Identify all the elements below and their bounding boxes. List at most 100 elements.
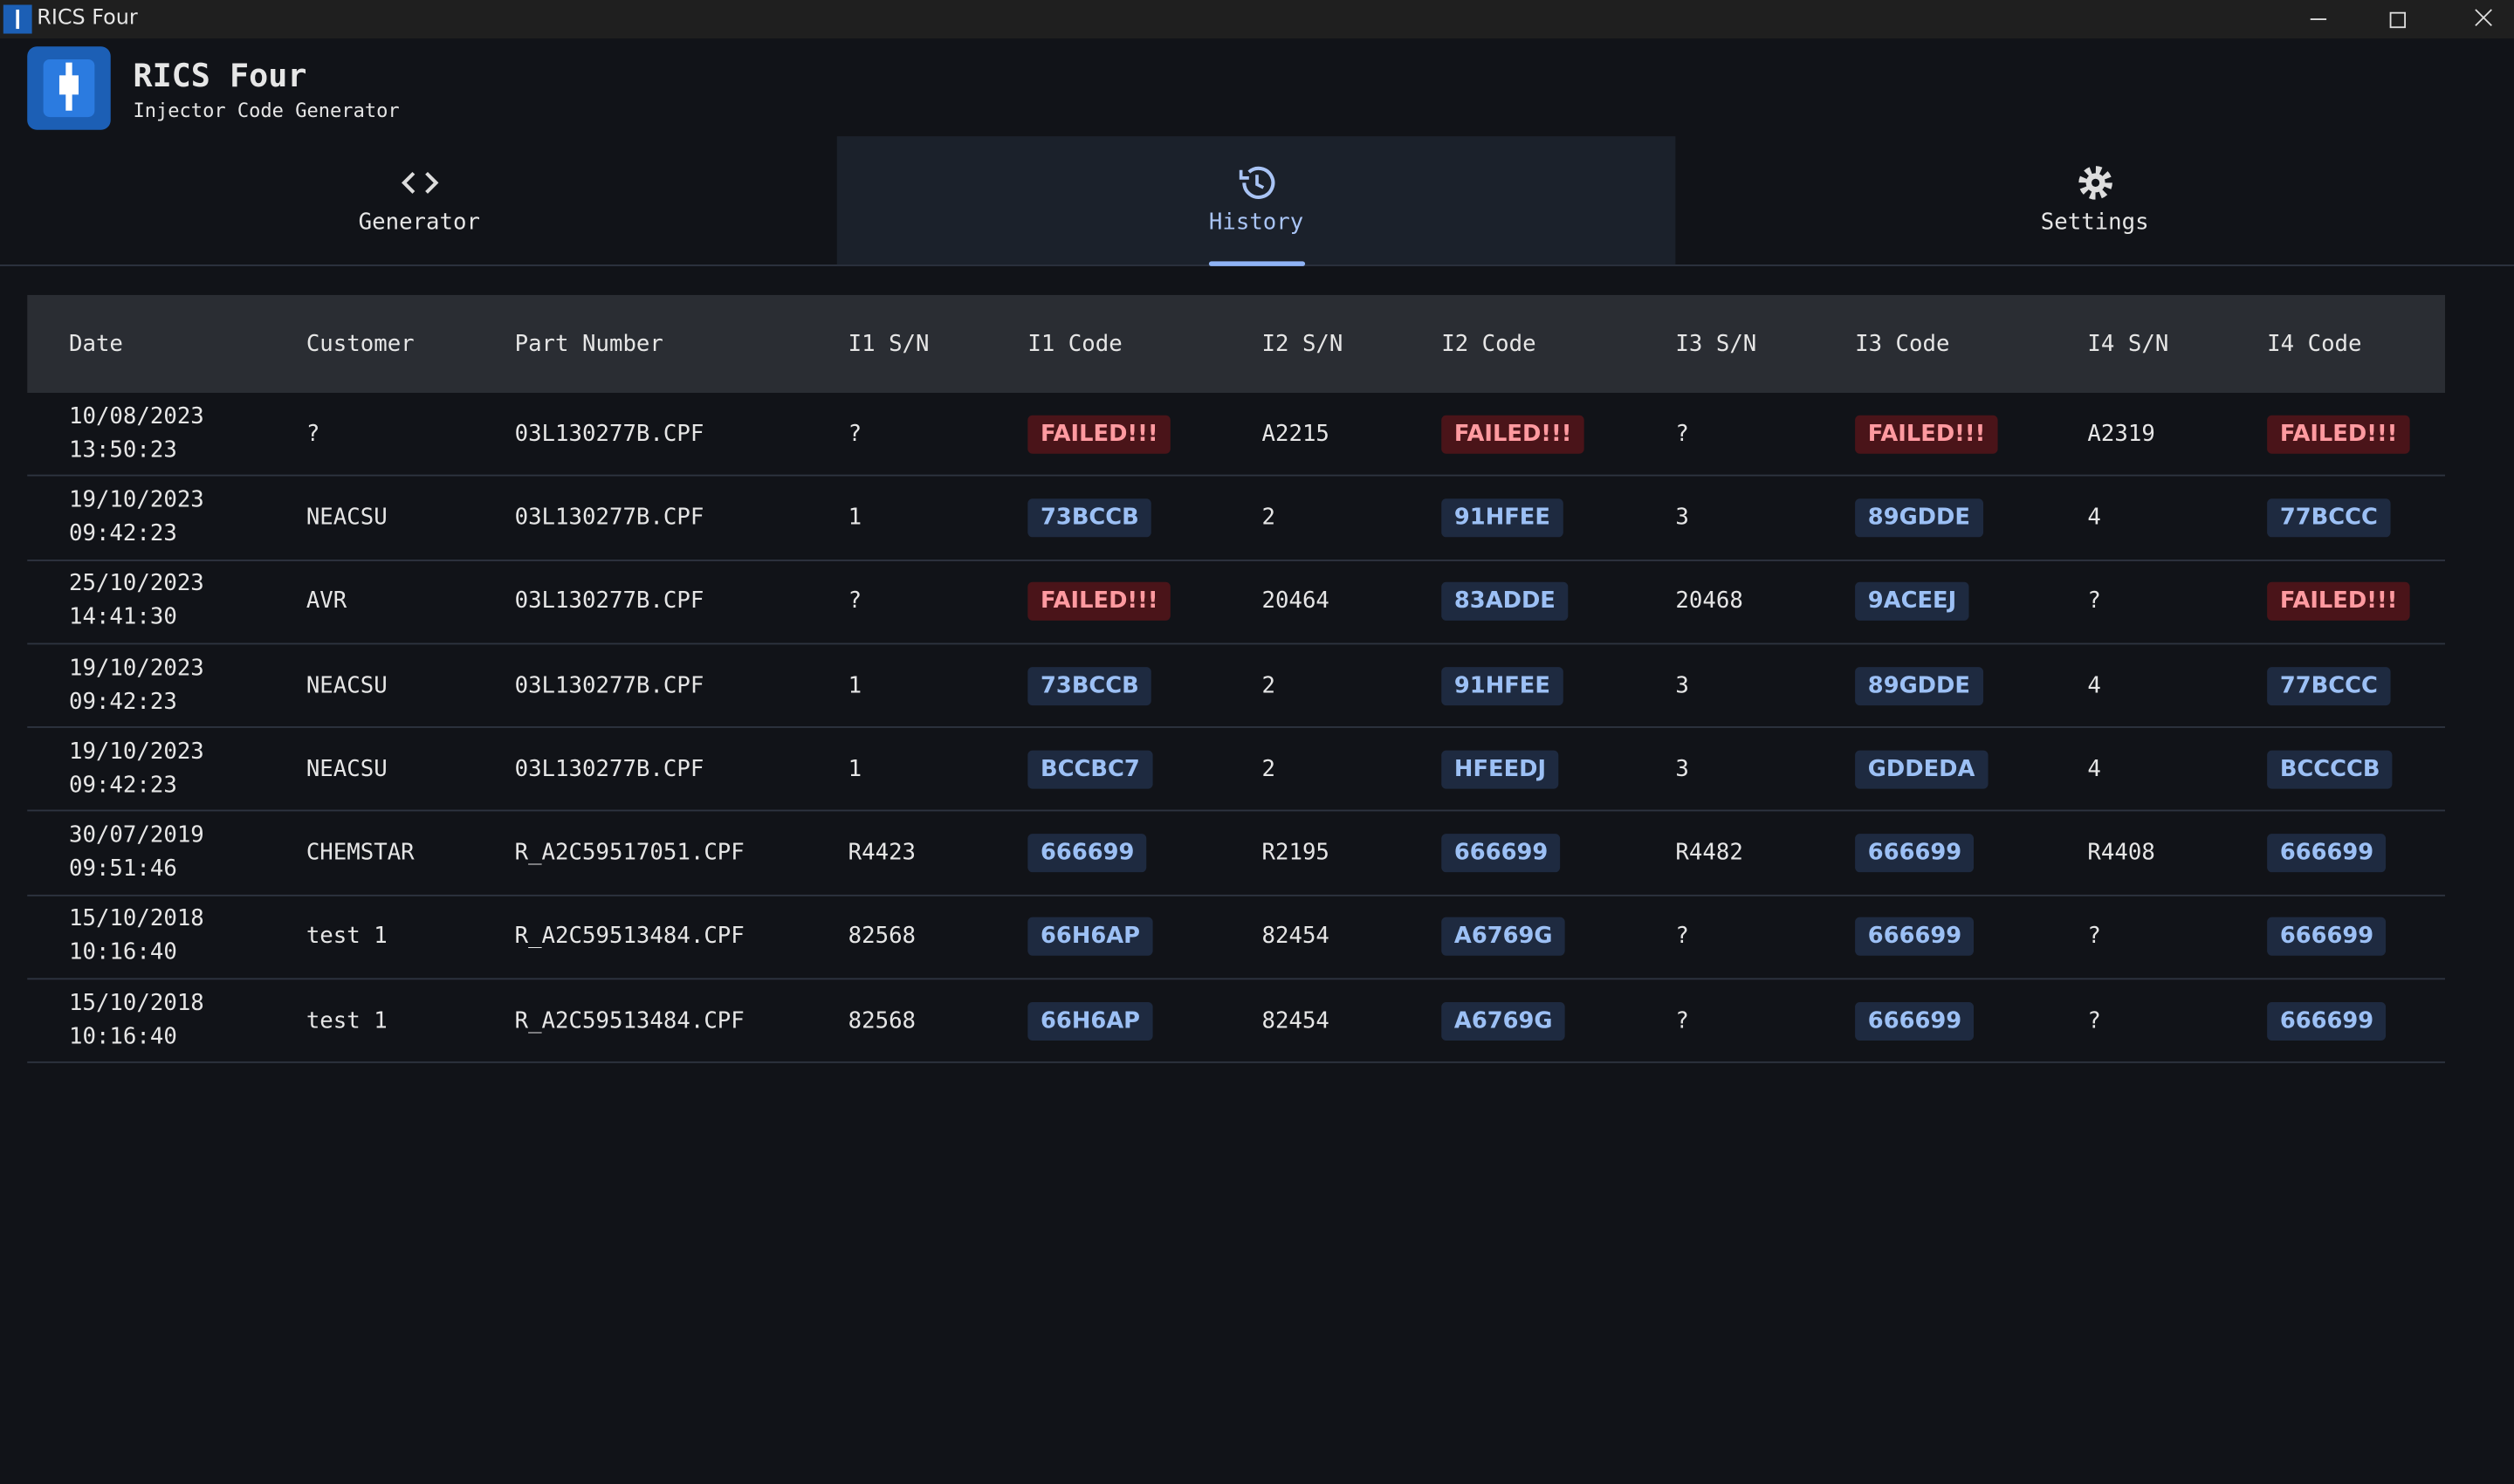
table-cell: 82568	[848, 1007, 917, 1034]
table-cell: 91HFEE	[1441, 498, 1675, 538]
table-cell: 82454	[1261, 924, 1329, 951]
tab[interactable]: History	[836, 136, 1676, 266]
column-header: Part Number	[514, 331, 663, 357]
table-row[interactable]: 19/10/2023 09:42:23 NEACSU 03L130277B.CPF 1…	[27, 477, 2446, 561]
table-cell: 2	[1261, 672, 1276, 698]
code-badge: BCCCCB	[2267, 750, 2394, 789]
code-badge: 666699	[1855, 917, 1975, 957]
table-cell: 91HFEE	[1441, 666, 1675, 705]
column-header: Date	[68, 331, 123, 357]
tab[interactable]: Generator	[0, 136, 839, 265]
table-cell: A6769G	[1441, 1001, 1675, 1041]
table-cell: R_A2C59513484.CPF	[514, 1007, 745, 1034]
table-cell: FAILED!!!	[2267, 582, 2445, 622]
table-cell: 666699	[1027, 834, 1261, 873]
date-text: 19/10/2023 09:42:23	[68, 739, 204, 799]
tab-label: Generator	[358, 210, 480, 237]
table-cell: A6769G	[1441, 917, 1675, 957]
table-cell: 2	[1261, 505, 1276, 531]
table-row[interactable]: 25/10/2023 14:41:30 AVR 03L130277B.CPF? FAI…	[27, 560, 2446, 645]
table-cell: FAILED!!!	[1027, 582, 1261, 622]
date-text: 25/10/2023 14:41:30	[68, 571, 204, 631]
code-badge: FAILED!!!	[1027, 582, 1171, 622]
column-header: I2 Code	[1441, 331, 1536, 357]
table-cell: 03L130277B.CPF	[514, 421, 704, 447]
table-row[interactable]: 10/08/2023 13:50:23? 03L130277B.CPF? FAILE…	[27, 393, 2446, 477]
table-cell: 89GDDE	[1855, 498, 2087, 538]
tab-bar: Generator History Settings	[0, 136, 2514, 266]
column-header: I1 Code	[1027, 331, 1123, 357]
table-cell: R4482	[1675, 840, 1743, 867]
table-cell: 73BCCB	[1027, 666, 1261, 705]
table-cell: 03L130277B.CPF	[514, 756, 704, 783]
table-cell: ?	[2087, 588, 2101, 615]
date-text: 15/10/2018 10:16:40	[68, 990, 204, 1050]
table-cell: 3	[1675, 505, 1689, 531]
table-row[interactable]: 19/10/2023 09:42:23 NEACSU 03L130277B.CPF 1…	[27, 644, 2446, 729]
code-badge: FAILED!!!	[1441, 415, 1585, 454]
table-row[interactable]: 19/10/2023 09:42:23 NEACSU 03L130277B.CPF 1…	[27, 728, 2446, 813]
code-badge: 666699	[1855, 1001, 1975, 1041]
column-header: I2 S/N	[1261, 331, 1343, 357]
code-badge: 666699	[2267, 917, 2387, 957]
table-cell: NEACSU	[306, 756, 388, 783]
code-badge: HFEEDJ	[1441, 750, 1559, 789]
table-header: Date Customer Part Number I1 S/N I1 Code I2 S…	[27, 294, 2446, 394]
code-badge: FAILED!!!	[1855, 415, 1999, 454]
code-badge: 666699	[2267, 1001, 2387, 1041]
table-cell: 66H6AP	[1027, 917, 1261, 957]
code-badge: 73BCCB	[1027, 498, 1152, 538]
table-cell: 666699	[1855, 834, 2087, 873]
table-cell: 03L130277B.CPF	[514, 505, 704, 531]
table-row[interactable]: 15/10/2018 10:16:40 test 1 R_A2C59513484.C…	[27, 979, 2446, 1064]
table-cell: R_A2C59513484.CPF	[514, 924, 745, 951]
table-cell: 03L130277B.CPF	[514, 672, 704, 698]
table-cell: GDDEDA	[1855, 750, 2087, 789]
table-cell: 4	[2087, 672, 2101, 698]
column-header: I3 S/N	[1675, 331, 1757, 357]
table-cell: 77BCCC	[2267, 666, 2445, 705]
code-badge: 91HFEE	[1441, 666, 1563, 705]
table-cell: 3	[1675, 756, 1689, 783]
table-cell: 03L130277B.CPF	[514, 588, 704, 615]
date-text: 15/10/2018 10:16:40	[68, 906, 204, 966]
table-cell: 25/10/2023 14:41:30	[27, 568, 306, 636]
code-badge: 89GDDE	[1855, 666, 1983, 705]
code-badge: GDDEDA	[1855, 750, 1989, 789]
window-icon	[3, 4, 32, 34]
table-cell: 30/07/2019 09:51:46	[27, 820, 306, 887]
table-cell: AVR	[306, 588, 347, 615]
table-row[interactable]: 15/10/2018 10:16:40 test 1 R_A2C59513484.C…	[27, 896, 2446, 980]
table-cell: FAILED!!!	[2267, 415, 2445, 454]
table-cell: 20468	[1675, 588, 1743, 615]
table-cell: 666699	[2267, 1001, 2445, 1041]
table-cell: A2319	[2087, 421, 2155, 447]
code-badge: 666699	[1855, 834, 1975, 873]
date-text: 30/07/2019 09:51:46	[68, 822, 204, 883]
column-header: I4 S/N	[2087, 331, 2169, 357]
column-header: I3 Code	[1855, 331, 1950, 357]
code-badge: 91HFEE	[1441, 498, 1563, 538]
table-row[interactable]: 30/07/2019 09:51:46 CHEMSTAR R_A2C59517051…	[27, 812, 2446, 897]
table-cell: R2195	[1261, 840, 1329, 867]
table-cell: test 1	[306, 924, 388, 951]
table-cell: 89GDDE	[1855, 666, 2087, 705]
code-badge: 66H6AP	[1027, 1001, 1153, 1041]
table-cell: NEACSU	[306, 672, 388, 698]
code-badge: FAILED!!!	[1027, 415, 1171, 454]
code-badge: BCCBC7	[1027, 750, 1153, 789]
table-cell: ?	[306, 421, 320, 447]
table-cell: 1	[848, 756, 862, 783]
table-cell: 1	[848, 505, 862, 531]
table-cell: ?	[848, 421, 862, 447]
code-badge: 666699	[2267, 834, 2387, 873]
table-cell: 82568	[848, 924, 917, 951]
code-badge: 77BCCC	[2267, 498, 2391, 538]
date-text: 19/10/2023 09:42:23	[68, 487, 204, 547]
window-controls[interactable]	[2290, 0, 2514, 38]
tab[interactable]: Settings	[1675, 136, 2514, 265]
window-title: RICS Four	[37, 6, 138, 31]
table-cell: 83ADDE	[1441, 582, 1675, 622]
table-cell: 77BCCC	[2267, 498, 2445, 538]
table-cell: ?	[2087, 1007, 2101, 1034]
